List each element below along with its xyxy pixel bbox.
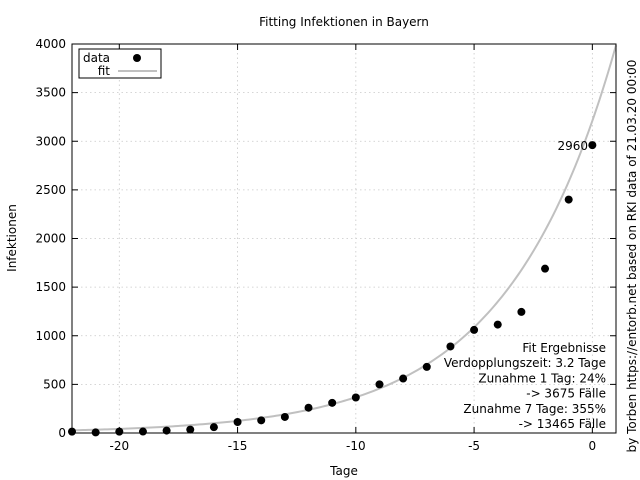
- y-tick-label: 1000: [35, 329, 66, 343]
- data-point: [328, 398, 337, 407]
- y-tick-label: 4000: [35, 37, 66, 51]
- last-point-label: 2960: [557, 139, 588, 153]
- data-point: [91, 428, 100, 437]
- x-tick-label: 0: [589, 439, 597, 453]
- data-point: [541, 264, 550, 273]
- fit-result-line: -> 13465 Fälle: [519, 417, 606, 431]
- fit-result-line: Zunahme 7 Tage: 355%: [463, 402, 606, 416]
- axis-ticks: -20 -15 -10 -5 0 0 500 1000 1500 2000 2500 3000 3500…: [35, 37, 616, 453]
- legend-frame: [78, 48, 162, 79]
- data-point: [517, 307, 526, 316]
- data-point: [493, 320, 502, 329]
- data-point: [399, 374, 408, 383]
- fit-result-line: Zunahme 1 Tag: 24%: [478, 371, 606, 385]
- data-point: [446, 342, 455, 351]
- fit-line: [71, 45, 617, 432]
- legend-label-data: data: [83, 51, 110, 65]
- x-tick-label: -10: [346, 439, 366, 453]
- y-axis-label: Infektionen: [5, 204, 19, 272]
- legend-label-fit: fit: [98, 64, 111, 78]
- fit-result-line: Verdopplungszeit: 3.2 Tage: [444, 356, 606, 370]
- data-point: [138, 427, 147, 436]
- data-point: [470, 325, 479, 334]
- data-point: [209, 423, 218, 432]
- data-point: [588, 141, 597, 150]
- y-tick-label: 0: [58, 426, 66, 440]
- x-axis-label: Tage: [329, 464, 358, 478]
- data-point: [257, 416, 266, 425]
- y-tick-label: 3500: [35, 86, 66, 100]
- legend-marker-data: [133, 54, 141, 62]
- data-point: [304, 403, 313, 412]
- x-tick-label: -20: [109, 439, 129, 453]
- fit-result-line: Fit Ergebnisse: [522, 341, 606, 355]
- y-tick-label: 2000: [35, 232, 66, 246]
- y-tick-label: 2500: [35, 183, 66, 197]
- legend: data fit: [78, 48, 162, 79]
- side-credit-label: by Torben https://entorb.net based on RK…: [625, 60, 639, 453]
- data-point: [280, 412, 289, 421]
- data-point: [186, 425, 195, 434]
- data-point: [564, 195, 573, 204]
- data-point: [351, 393, 360, 402]
- fit-series: [71, 45, 617, 432]
- x-tick-label: -5: [468, 439, 480, 453]
- y-tick-label: 500: [43, 377, 66, 391]
- y-tick-label: 1500: [35, 280, 66, 294]
- data-point: [233, 418, 242, 427]
- data-point: [375, 380, 384, 389]
- y-tick-label: 3000: [35, 134, 66, 148]
- data-series: [68, 141, 597, 437]
- chart-title: Fitting Infektionen in Bayern: [259, 15, 429, 29]
- fit-result-line: -> 3675 Fälle: [526, 387, 606, 401]
- data-point: [422, 362, 431, 371]
- x-tick-label: -15: [228, 439, 248, 453]
